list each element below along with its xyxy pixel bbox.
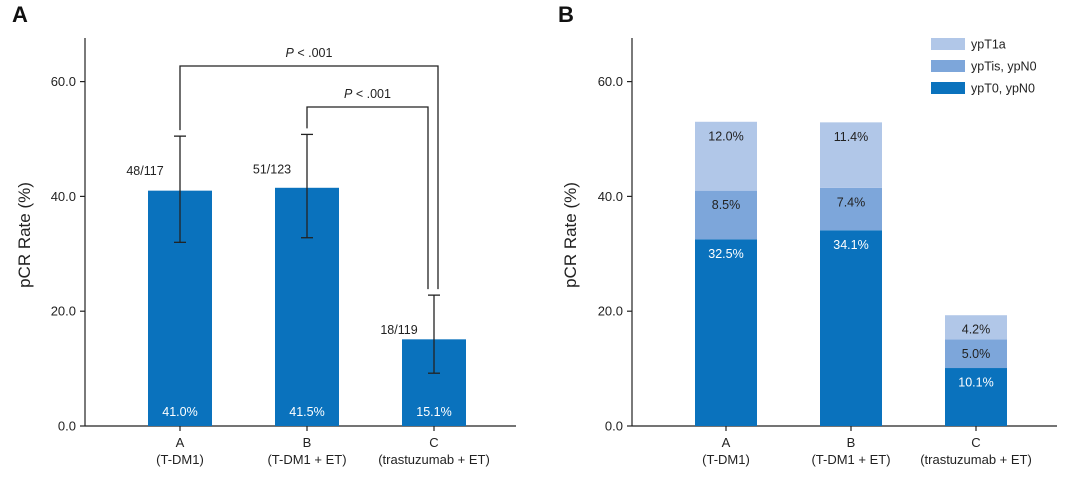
panel-b-y-axis-title: pCR Rate (%) <box>561 182 580 288</box>
p-value-text: < .001 <box>352 87 391 101</box>
panel-a-y-tick-label: 20.0 <box>51 304 76 319</box>
panel-b-y-tick-label: 60.0 <box>598 74 623 89</box>
p-value-symbol: P <box>344 87 353 101</box>
panel-a-category-name: (trastuzumab + ET) <box>378 452 490 467</box>
p-value-label: P < .001 <box>286 46 333 60</box>
p-value-text: < .001 <box>294 46 333 60</box>
count-label: 18/119 <box>380 323 417 337</box>
panel-a-category-name: (T-DM1 + ET) <box>267 452 346 467</box>
stacked-bar-segment <box>695 121 757 191</box>
panel-b-category-letter: B <box>847 435 856 450</box>
panel-b-y-tick-label: 40.0 <box>598 189 623 204</box>
significance-bracket <box>306 106 429 290</box>
legend-swatch <box>931 38 965 50</box>
panel-a-y-tick-label: 60.0 <box>51 74 76 89</box>
panel-a-y-tick-label: 0.0 <box>58 419 76 434</box>
panel-b-y-tick-label: 20.0 <box>598 304 623 319</box>
significance-bracket <box>179 65 439 290</box>
panel-b-category-letter: C <box>971 435 980 450</box>
panel-a-category-letter: A <box>176 435 185 450</box>
panel-a-label: A <box>12 2 28 27</box>
segment-value-label: 10.1% <box>958 376 993 390</box>
panel-a-category-letter: C <box>429 435 438 450</box>
legend-label: ypT0, ypN0 <box>971 82 1035 96</box>
panel-b-category-name: (trastuzumab + ET) <box>920 452 1032 467</box>
p-value-label: P < .001 <box>344 87 391 101</box>
panel-b-category-name: (T-DM1 + ET) <box>811 452 890 467</box>
stacked-bar-segment <box>695 190 757 240</box>
panel-a-y-tick-label: 40.0 <box>51 189 76 204</box>
segment-value-label: 34.1% <box>833 238 868 252</box>
segment-value-label: 4.2% <box>962 323 991 337</box>
stacked-bar-segment <box>945 339 1007 369</box>
stacked-bar-segment <box>820 122 882 188</box>
panel-b-label: B <box>558 2 574 27</box>
segment-value-label: 11.4% <box>834 130 869 144</box>
panel-a-chart: 0.0 20.0 40.0 60.0 A (T-DM1) B (T-DM1 + ET) C (tr… <box>51 38 516 467</box>
stacked-bar-segment <box>820 187 882 231</box>
count-label: 48/117 <box>126 164 163 178</box>
panel-b-y-tick-label: 0.0 <box>605 419 623 434</box>
stacked-bar-segment <box>945 315 1007 340</box>
panel-a-category-letter: B <box>303 435 312 450</box>
legend-label: ypTis, ypN0 <box>971 60 1037 74</box>
stacked-bar-segment <box>695 239 757 426</box>
segment-value-label: 7.4% <box>837 195 866 209</box>
segment-value-label: 5.0% <box>962 347 991 361</box>
legend-label: ypT1a <box>971 38 1006 52</box>
stacked-bar-segment <box>820 230 882 426</box>
panel-b-category-letter: A <box>722 435 731 450</box>
bar-value-label: 15.1% <box>416 405 451 419</box>
segment-value-label: 32.5% <box>708 247 743 261</box>
segment-value-label: 12.0% <box>708 129 743 143</box>
stacked-bar-segment <box>945 368 1007 426</box>
legend-swatch <box>931 60 965 72</box>
legend-swatch <box>931 82 965 94</box>
bar-value-label: 41.5% <box>289 405 324 419</box>
panel-a-category-name: (T-DM1) <box>156 452 204 467</box>
panel-b-chart: 0.0 20.0 40.0 60.0 A (T-DM1) B (T-DM1 + ET) C (tr… <box>598 38 1057 467</box>
panel-a-y-axis-title: pCR Rate (%) <box>15 182 34 288</box>
count-label: 51/123 <box>253 162 291 176</box>
bar-value-label: 41.0% <box>162 405 197 419</box>
p-value-symbol: P <box>286 46 295 60</box>
segment-value-label: 8.5% <box>712 198 741 212</box>
panel-b-category-name: (T-DM1) <box>702 452 750 467</box>
